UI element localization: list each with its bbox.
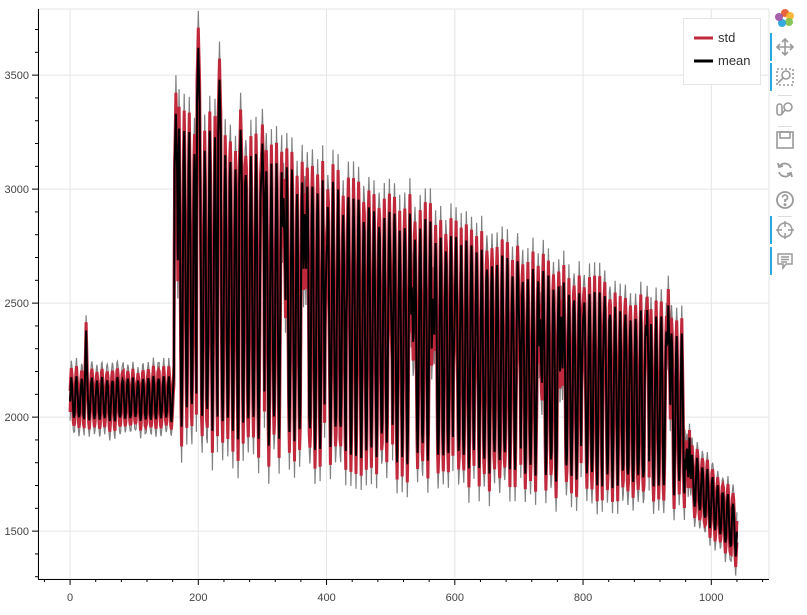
help-icon[interactable] xyxy=(770,186,800,214)
legend-box xyxy=(683,18,761,85)
toolbar-divider xyxy=(778,126,792,127)
toolbar-divider xyxy=(778,216,792,217)
y-tick-label: 2000 xyxy=(5,412,29,424)
wheel-zoom-icon[interactable] xyxy=(770,95,800,123)
x-tick-label: 200 xyxy=(189,592,207,604)
x-tick-label: 800 xyxy=(574,592,592,604)
crosshair-icon[interactable] xyxy=(770,216,800,244)
legend-label-mean: mean xyxy=(718,53,751,68)
save-icon[interactable] xyxy=(770,126,800,154)
x-ticks: 0 200 400 600 800 1000 xyxy=(43,579,764,604)
y-tick-label: 3000 xyxy=(5,184,29,196)
x-tick-label: 400 xyxy=(317,592,335,604)
hover-icon[interactable] xyxy=(770,247,800,275)
pan-icon[interactable] xyxy=(770,33,800,61)
y-tick-label: 3500 xyxy=(5,70,29,82)
mean-line xyxy=(69,47,738,557)
x-tick-label: 600 xyxy=(446,592,464,604)
x-tick-label: 0 xyxy=(67,592,73,604)
x-tick-label: 1000 xyxy=(699,592,723,604)
legend-label-std: std xyxy=(718,30,735,45)
bokeh-logo-icon[interactable] xyxy=(770,4,800,32)
mean-series xyxy=(69,47,738,557)
y-ticks: 1500 2000 2500 3000 3500 xyxy=(5,29,38,578)
y-tick-label: 1500 xyxy=(5,526,29,538)
box-zoom-icon[interactable] xyxy=(770,63,800,91)
y-tick-label: 2500 xyxy=(5,298,29,310)
reset-icon[interactable] xyxy=(770,156,800,184)
toolbar-divider xyxy=(778,95,792,96)
legend: std mean xyxy=(683,18,761,85)
